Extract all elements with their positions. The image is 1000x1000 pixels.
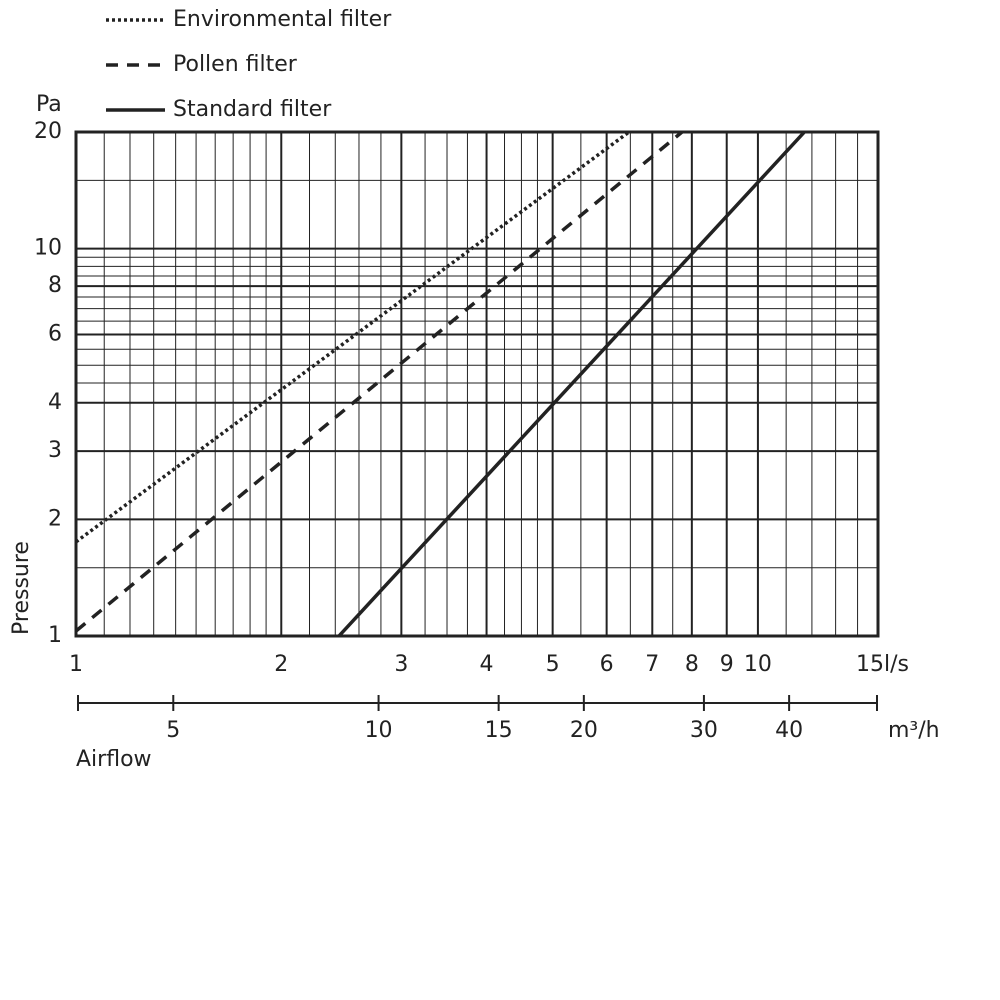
plot-frame (74, 130, 880, 638)
legend-label: Environmental filter (173, 7, 392, 32)
y-tick-label: 2 (48, 506, 62, 531)
y-tick-label: 20 (34, 119, 62, 144)
x2-tick-label: 30 (690, 718, 718, 743)
x2-tick-label: 5 (166, 718, 180, 743)
x2-tick-label: 10 (365, 718, 393, 743)
y-unit: Pa (36, 92, 62, 117)
legend-label: Standard filter (173, 97, 332, 122)
x2-tick-label: 40 (775, 718, 803, 743)
x-tick-label: 1 (69, 652, 83, 677)
series-line (76, 132, 684, 633)
y-tick-label: 10 (34, 236, 62, 261)
x-unit: l/s (884, 652, 909, 677)
x-tick-label: 4 (480, 652, 494, 677)
x-tick-label: 5 (546, 652, 560, 677)
x2-tick-label: 15 (485, 718, 513, 743)
y-tick-label: 8 (48, 273, 62, 298)
y-tick-label: 6 (48, 322, 62, 347)
x-tick-label: 7 (645, 652, 659, 677)
x-tick-label: 6 (600, 652, 614, 677)
x-tick-label: 3 (394, 652, 408, 677)
x-tick-label: 10 (744, 652, 772, 677)
x2-unit: m³/h (888, 718, 940, 743)
y-tick-label: 3 (48, 438, 62, 463)
x-label: Airflow (76, 747, 152, 772)
y-tick-label: 4 (48, 390, 62, 415)
legend-label: Pollen filter (173, 52, 298, 77)
series-line (337, 132, 806, 636)
x2-tick-label: 20 (570, 718, 598, 743)
x-tick-label: 15 (856, 652, 884, 677)
x-tick-label: 9 (720, 652, 734, 677)
y-label: Pressure (9, 541, 34, 635)
series-line (76, 132, 631, 544)
x-tick-label: 2 (274, 652, 288, 677)
y-tick-label: 1 (48, 623, 62, 648)
x-tick-label: 8 (685, 652, 699, 677)
